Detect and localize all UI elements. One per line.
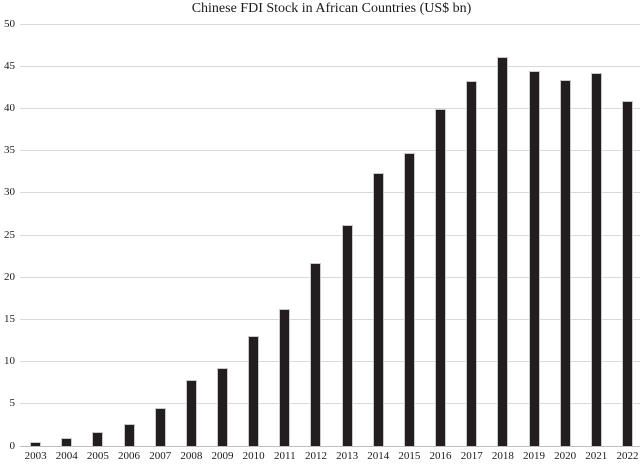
bar-2007 <box>154 408 166 446</box>
bar-2009 <box>217 368 228 446</box>
chart-title: Chinese FDI Stock in African Countries (… <box>191 1 472 16</box>
x-axis-tick-label: 2003 <box>24 450 47 462</box>
bar-2019 <box>528 71 540 446</box>
bar-2012 <box>310 263 322 446</box>
y-gridline <box>20 361 640 363</box>
y-axis-tick-label: 30 <box>4 186 15 199</box>
bar-2008 <box>185 380 197 446</box>
bar-2014 <box>372 173 384 446</box>
bar-2015 <box>403 153 415 446</box>
y-axis-tick-label: 15 <box>4 312 15 325</box>
x-axis-tick-label: 2014 <box>367 450 390 462</box>
bar-2013 <box>341 225 353 446</box>
bar-2005 <box>92 432 104 446</box>
x-axis-tick-label: 2018 <box>491 450 514 462</box>
y-axis-tick-label: 45 <box>4 59 15 72</box>
bar-2016 <box>435 109 447 446</box>
bar-2006 <box>123 424 135 446</box>
y-gridline <box>20 65 640 67</box>
bar-2021 <box>590 73 602 446</box>
y-gridline <box>20 23 640 25</box>
y-gridline <box>20 107 640 109</box>
bar-2020 <box>559 80 571 446</box>
bar-2022 <box>621 101 633 446</box>
x-axis-tick-label: 2005 <box>86 450 109 462</box>
y-gridline <box>20 150 640 152</box>
x-axis-tick-label: 2021 <box>585 450 608 462</box>
y-axis-tick-label: 40 <box>4 101 15 114</box>
x-axis-tick-label: 2015 <box>398 450 421 462</box>
x-axis-tick-label: 2019 <box>523 450 545 462</box>
x-axis-line <box>20 445 640 447</box>
x-axis-tick-label: 2006 <box>118 450 141 462</box>
x-axis-tick-label: 2011 <box>274 450 296 462</box>
y-axis-tick-label: 25 <box>4 228 15 241</box>
x-axis-tick-label: 2013 <box>336 450 359 462</box>
bar-2011 <box>279 309 291 446</box>
y-gridline <box>20 234 640 236</box>
x-axis-tick-label: 2012 <box>304 450 327 462</box>
x-axis-tick-label: 2017 <box>460 450 483 462</box>
x-axis-tick-label: 2004 <box>55 450 78 462</box>
bar-2010 <box>248 336 260 446</box>
y-axis-tick-label: 20 <box>4 270 15 283</box>
x-axis-tick-label: 2009 <box>211 450 234 462</box>
bar-2004 <box>61 438 73 446</box>
x-axis-tick-label: 2022 <box>616 450 639 462</box>
x-axis-tick-label: 2020 <box>554 450 577 462</box>
y-axis-tick-label: 50 <box>4 17 15 30</box>
bar-2017 <box>466 81 478 446</box>
y-axis-tick-label: 10 <box>4 355 15 368</box>
y-gridline <box>20 276 640 278</box>
bar-2018 <box>497 57 509 446</box>
x-axis-tick-label: 2010 <box>242 450 265 462</box>
y-axis-tick-label: 5 <box>9 397 16 410</box>
x-axis-tick-label: 2008 <box>180 450 203 462</box>
x-axis-tick-label: 2007 <box>149 450 172 462</box>
y-gridline <box>20 403 640 405</box>
y-gridline <box>20 318 640 320</box>
bar-2003 <box>30 442 42 446</box>
y-axis-tick-label: 0 <box>9 439 16 452</box>
y-gridline <box>20 192 640 194</box>
y-axis-tick-label: 35 <box>4 144 15 157</box>
x-axis-tick-label: 2016 <box>429 450 452 462</box>
